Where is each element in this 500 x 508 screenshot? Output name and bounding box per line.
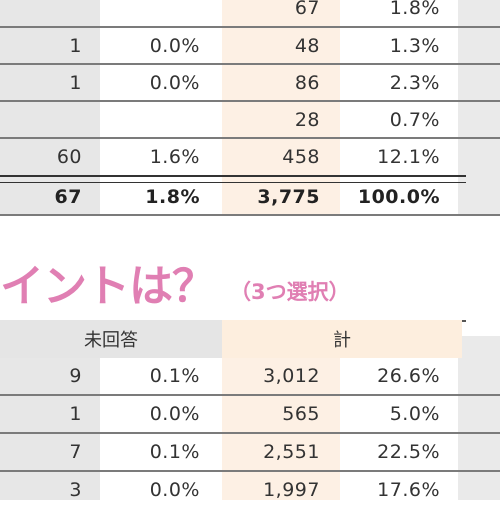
- cell-unanswered-count: 60: [56, 146, 82, 168]
- header-total: 計: [222, 320, 462, 358]
- section-heading: イントは？ （3つ選択）: [0, 246, 500, 316]
- cell-unanswered-pct: 0.0%: [149, 479, 200, 501]
- cell-unanswered-pct: 0.1%: [149, 441, 200, 463]
- table1-peach-column: [222, 0, 340, 216]
- total-unanswered-count: 67: [54, 186, 82, 208]
- cell-total-pct: 17.6%: [377, 479, 440, 501]
- cell-total-pct: 1.8%: [389, 0, 440, 19]
- cell-unanswered-count: [0, 102, 82, 137]
- cell-total-count: 565: [282, 403, 320, 425]
- cell-unanswered-count: 3: [69, 479, 82, 501]
- table2-header: 未回答 計: [0, 320, 500, 358]
- cell-unanswered-count: 1: [69, 71, 82, 94]
- heading-subtitle: （3つ選択）: [230, 280, 350, 304]
- grand-total-count: 3,775: [257, 186, 320, 208]
- cell-total-count: 1,997: [263, 479, 320, 501]
- cell-total-pct: 2.3%: [389, 71, 440, 94]
- table1: 67 1.8% 1 0.0% 48 1.3% 1 0.0% 86 2.3% 28…: [0, 0, 500, 216]
- table-row: 7 0.1% 2,551 22.5%: [0, 434, 500, 472]
- total-divider: [0, 175, 466, 183]
- cell-total-count: 86: [294, 71, 320, 94]
- cell-unanswered-pct: 0.0%: [149, 34, 200, 57]
- grand-total-pct: 100.0%: [357, 186, 440, 208]
- cell-total-pct: 26.6%: [377, 365, 440, 387]
- table-row: 1 0.0% 565 5.0%: [0, 396, 500, 434]
- cell-unanswered-count: 7: [69, 441, 82, 463]
- table-row: 28 0.7%: [0, 102, 500, 139]
- table-row: 1 0.0% 86 2.3%: [0, 65, 500, 102]
- table2-peach-column: [222, 358, 340, 500]
- table-row: 67 1.8%: [0, 0, 500, 28]
- cell-total-count: 28: [294, 108, 320, 131]
- cell-total-count: 2,551: [263, 441, 320, 463]
- table2-gray-column: [0, 358, 100, 500]
- table2-right-edge: [458, 336, 500, 500]
- cell-unanswered-pct: 1.6%: [149, 146, 200, 168]
- cell-total-pct: 22.5%: [377, 441, 440, 463]
- cell-total-pct: 12.1%: [377, 146, 440, 168]
- cell-total-count: 458: [282, 146, 320, 168]
- cell-unanswered-pct: 0.0%: [149, 71, 200, 94]
- cell-unanswered-pct: 0.0%: [149, 403, 200, 425]
- cell-total-count: 67: [294, 0, 320, 19]
- cell-unanswered-count: 1: [69, 403, 82, 425]
- table-row: 1 0.0% 48 1.3%: [0, 28, 500, 65]
- cell-unanswered-count: [0, 0, 82, 26]
- table-row: 60 1.6% 458 12.1%: [0, 139, 500, 175]
- cell-unanswered-count: 1: [69, 34, 82, 57]
- header-unanswered: 未回答: [0, 320, 222, 358]
- table2: 9 0.1% 3,012 26.6% 1 0.0% 565 5.0% 7 0.1…: [0, 358, 500, 501]
- cell-unanswered-count: 9: [69, 365, 82, 387]
- cell-unanswered-pct: 0.1%: [149, 365, 200, 387]
- heading-title: イントは？: [0, 261, 216, 312]
- cell-total-pct: 1.3%: [389, 34, 440, 57]
- table1-right-edge: [458, 0, 500, 216]
- cell-unanswered-pct: [100, 0, 200, 26]
- cell-unanswered-pct: [100, 102, 200, 137]
- table1-gray-column: [0, 0, 100, 216]
- total-unanswered-pct: 1.8%: [145, 186, 200, 208]
- cell-total-pct: 0.7%: [389, 108, 440, 131]
- table-row: 9 0.1% 3,012 26.6%: [0, 358, 500, 396]
- cell-total-count: 48: [294, 34, 320, 57]
- cell-total-count: 3,012: [263, 365, 320, 387]
- cell-total-pct: 5.0%: [389, 403, 440, 425]
- table-row: 3 0.0% 1,997 17.6%: [0, 472, 500, 508]
- total-row: 67 1.8% 3,775 100.0%: [0, 180, 500, 216]
